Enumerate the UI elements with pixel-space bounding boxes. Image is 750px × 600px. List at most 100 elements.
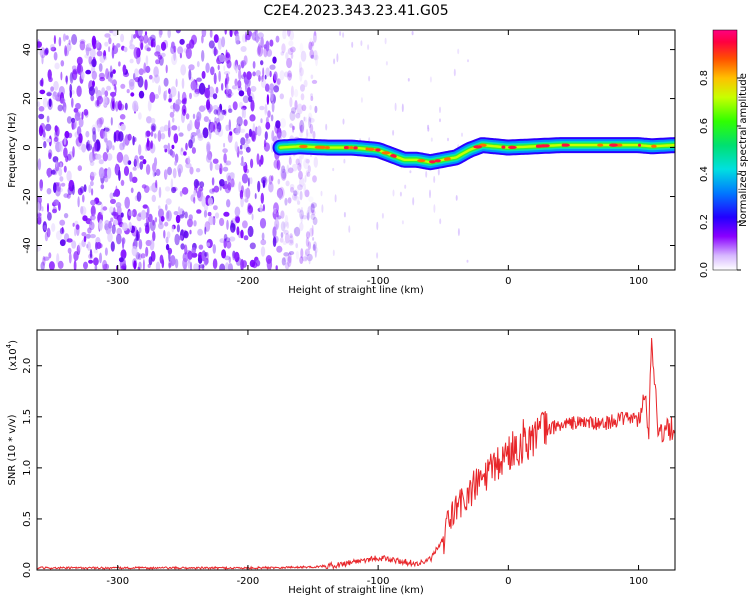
noise-speckle xyxy=(65,75,68,85)
noise-speckle xyxy=(191,252,198,258)
noise-speckle xyxy=(118,169,121,181)
y-tick-label: 0.5 xyxy=(22,511,33,527)
noise-speckle xyxy=(101,87,106,95)
noise-speckle xyxy=(180,243,185,250)
noise-speckle xyxy=(301,124,305,133)
noise-speckle xyxy=(429,76,432,83)
noise-speckle xyxy=(105,68,109,80)
noise-speckle xyxy=(91,58,97,68)
noise-speckle xyxy=(210,66,215,76)
spectrogram-x-axis: -300 -200 -100 0 100 xyxy=(106,30,648,287)
noise-speckle xyxy=(76,244,81,256)
noise-speckle xyxy=(155,59,161,65)
noise-speckle xyxy=(241,173,249,184)
noise-speckle xyxy=(376,221,379,231)
noise-speckle xyxy=(207,84,211,90)
noise-speckle xyxy=(230,220,234,228)
noise-speckle xyxy=(99,117,104,125)
noise-speckle xyxy=(174,233,180,246)
noise-speckle xyxy=(309,227,314,237)
noise-speckle xyxy=(287,167,294,174)
noise-speckle xyxy=(260,154,264,165)
noise-speckle xyxy=(172,117,175,123)
noise-speckle xyxy=(275,265,278,270)
noise-speckle xyxy=(238,69,242,81)
noise-speckle xyxy=(267,110,271,118)
noise-speckle xyxy=(79,40,86,51)
noise-speckle xyxy=(260,192,264,204)
noise-speckle xyxy=(314,105,318,114)
signal-peak xyxy=(353,146,358,150)
noise-speckle xyxy=(247,225,254,238)
noise-speckle xyxy=(184,244,188,255)
noise-speckle xyxy=(239,144,243,150)
noise-speckle xyxy=(132,100,139,112)
noise-speckle xyxy=(55,160,58,168)
noise-speckle xyxy=(177,164,184,174)
noise-speckle xyxy=(289,30,295,41)
noise-speckle xyxy=(187,259,191,270)
noise-speckle xyxy=(269,39,274,47)
noise-speckle xyxy=(114,188,121,197)
noise-speckle xyxy=(131,225,138,237)
noise-speckle xyxy=(104,90,109,97)
noise-speckle xyxy=(243,119,248,127)
noise-speckle xyxy=(175,214,181,224)
noise-speckle xyxy=(104,126,111,134)
noise-speckle xyxy=(305,158,310,164)
noise-speckle xyxy=(106,167,112,179)
noise-speckle xyxy=(53,80,59,91)
noise-speckle xyxy=(54,62,60,70)
noise-speckle xyxy=(279,237,284,243)
noise-speckle xyxy=(90,205,96,216)
y-tick-label: 0 xyxy=(22,144,33,150)
noise-speckle xyxy=(59,239,66,247)
noise-speckle xyxy=(221,249,227,259)
noise-speckle xyxy=(108,46,111,53)
noise-speckle xyxy=(120,123,126,131)
noise-speckle xyxy=(59,162,63,168)
noise-speckle xyxy=(225,160,232,166)
noise-speckle xyxy=(223,238,227,249)
noise-speckle xyxy=(266,94,270,105)
noise-speckle xyxy=(152,220,155,226)
noise-speckle xyxy=(246,71,252,80)
noise-speckle xyxy=(127,160,132,166)
noise-speckle xyxy=(87,227,92,234)
noise-speckle xyxy=(110,241,115,252)
signal-peak xyxy=(617,143,623,147)
noise-speckle xyxy=(288,251,295,255)
noise-speckle xyxy=(191,247,197,254)
noise-speckle xyxy=(164,221,169,227)
noise-speckle xyxy=(385,61,388,66)
noise-speckle xyxy=(115,202,122,209)
noise-speckle xyxy=(98,159,104,165)
noise-speckle xyxy=(192,113,196,120)
noise-speckle xyxy=(198,264,205,269)
noise-speckle xyxy=(213,34,219,43)
noise-speckle xyxy=(109,206,114,214)
noise-speckle xyxy=(213,72,217,85)
noise-speckle xyxy=(116,43,121,48)
noise-speckle xyxy=(206,99,211,111)
noise-speckle xyxy=(75,224,80,230)
noise-speckle xyxy=(257,32,264,40)
spectrogram-ylabel: Frequency (Hz) xyxy=(7,112,18,188)
noise-speckle xyxy=(260,118,263,124)
noise-speckle xyxy=(197,132,204,141)
noise-speckle xyxy=(104,33,111,38)
noise-speckle xyxy=(284,232,290,244)
noise-speckle xyxy=(102,259,108,270)
noise-speckle xyxy=(167,142,171,155)
noise-speckle xyxy=(154,217,158,223)
noise-speckle xyxy=(171,53,178,66)
noise-speckle xyxy=(169,126,172,132)
y-tick-label: 1.0 xyxy=(22,460,33,476)
noise-speckle xyxy=(315,54,318,67)
noise-speckle xyxy=(120,33,125,43)
noise-speckle xyxy=(182,257,188,270)
noise-speckle xyxy=(299,177,305,188)
noise-speckle xyxy=(144,224,150,235)
noise-speckle xyxy=(88,259,94,264)
noise-speckle xyxy=(217,64,220,71)
